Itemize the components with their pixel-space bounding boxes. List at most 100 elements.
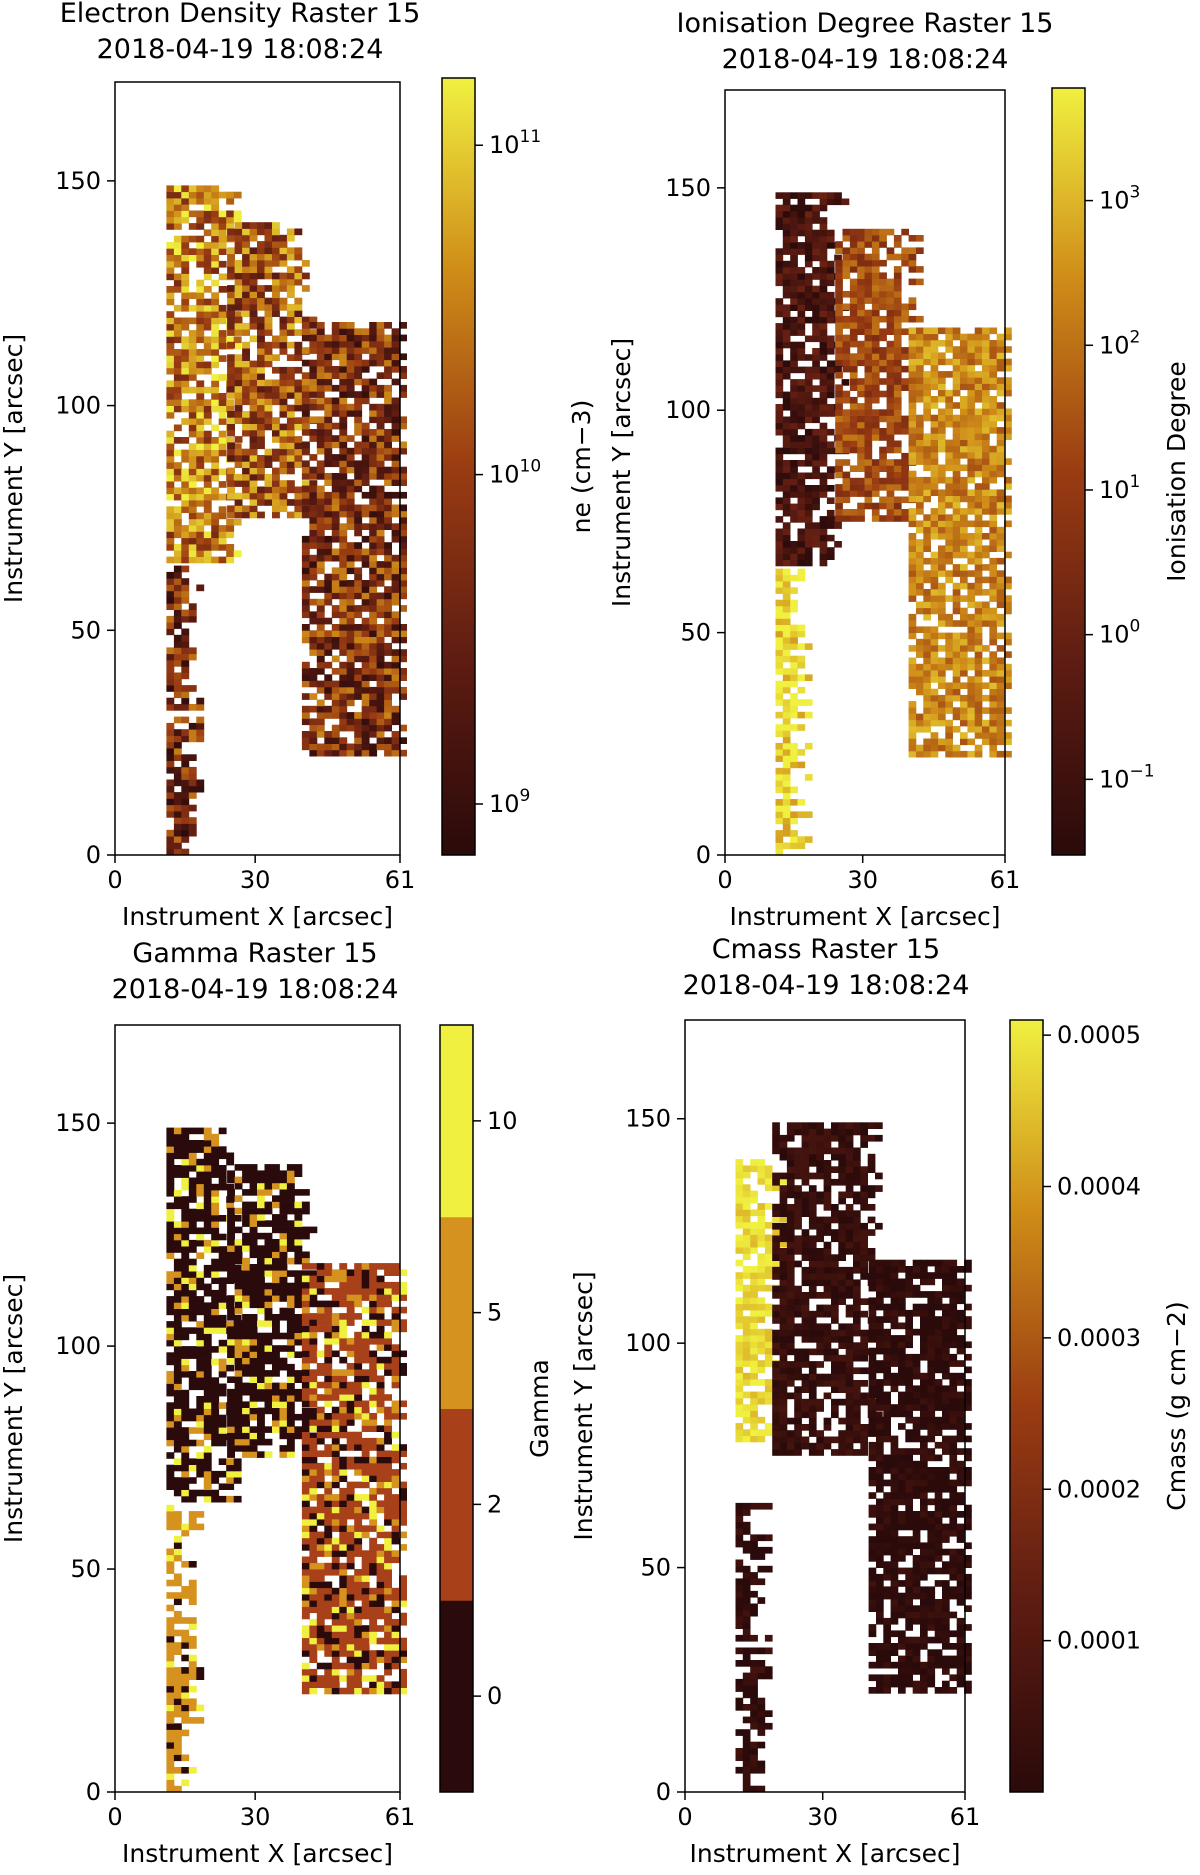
heatmap-cell [369,1394,378,1401]
heatmap-cell [339,668,348,675]
heatmap-cell [354,542,363,549]
heatmap-cell [835,309,843,317]
heatmap-cell [775,410,784,417]
heatmap-cell [234,1395,243,1402]
heatmap-cell [923,638,931,646]
heatmap-cell [249,1214,258,1221]
heatmap-cell [775,568,784,576]
heatmap-cell [996,439,1005,447]
heatmap-cell [324,1612,333,1620]
heatmap-cell [960,340,968,347]
heatmap-cell [797,316,806,324]
heatmap-cell [211,1140,220,1147]
heatmap-cell [309,1619,318,1626]
heatmap-cell [804,836,813,843]
heatmap-cell [782,618,791,625]
heatmap-cell [960,427,968,434]
heatmap-cell [930,707,939,714]
heatmap-cell [967,476,976,484]
heatmap-cell [996,364,1005,372]
heatmap-cell [812,310,820,318]
heatmap-cell [376,372,385,379]
heatmap-cell [384,561,392,568]
heatmap-cell [945,663,953,671]
heatmap-cell [871,396,880,404]
heatmap-cell [249,1270,258,1277]
heatmap-cell [871,390,880,398]
heatmap-cell [812,285,820,293]
heatmap-cell [234,278,243,286]
heatmap-cell [989,638,998,646]
heatmap-cell [211,1421,220,1428]
heatmap-cell [331,1394,340,1401]
heatmap-cell [272,1170,280,1177]
heatmap-cell [361,1612,370,1620]
heatmap-cell [930,433,939,440]
heatmap-cell [301,1587,310,1595]
heatmap-cell [804,441,813,448]
heatmap-cell [331,636,340,644]
heatmap-cell [173,578,182,585]
heatmap-cell [173,704,182,711]
heatmap-cell [173,741,182,749]
heatmap-cell [842,340,851,348]
heatmap-cell [842,509,851,516]
heatmap-cell [982,427,990,434]
heatmap-cell [173,254,182,262]
heatmap-cell [234,1251,243,1259]
heatmap-cell [279,1245,288,1252]
heatmap-cell [196,1177,205,1185]
heatmap-cell [989,564,998,571]
heatmap-cell [279,1382,288,1390]
heatmap-cell [166,537,175,545]
heatmap-cell [279,304,288,311]
heatmap-cell [286,1326,295,1333]
heatmap-cell [384,1462,392,1470]
heatmap-cell [203,455,212,463]
heatmap-cell [982,340,990,347]
heatmap-cell [819,217,828,224]
heatmap-cell [316,1431,325,1439]
heatmap-cell [166,1283,175,1291]
heatmap-cell [173,678,182,686]
heatmap-cell [369,1419,378,1426]
heatmap-cell [849,409,858,416]
heatmap-cell [346,598,355,606]
heatmap-cell [361,1356,370,1364]
heatmap-cell [354,347,363,354]
heatmap-cell [339,1344,348,1351]
heatmap-cell [908,520,917,528]
heatmap-cell [316,661,325,669]
heatmap-cell [391,1512,400,1520]
heatmap-cell [272,222,280,229]
heatmap-cell [797,724,806,731]
heatmap-cell [249,222,258,229]
heatmap-cell [376,1450,385,1457]
heatmap-cell [272,1332,280,1340]
heatmap-cell [301,1270,310,1277]
heatmap-cell [181,1414,190,1422]
heatmap-cell [923,576,931,584]
heatmap-cell [790,385,798,392]
heatmap-cell [391,1406,400,1414]
heatmap-cell [166,615,175,623]
heatmap-cell [309,529,318,537]
heatmap-cell [279,461,288,468]
heatmap-cell [173,405,182,413]
heatmap-cell [211,531,220,539]
heatmap-cell [376,636,385,644]
heatmap-cell [354,378,363,386]
heatmap-cell [324,1413,333,1420]
heatmap-cell [211,393,220,400]
heatmap-cell [376,416,385,424]
heatmap-cell [923,701,931,708]
heatmap-cell [264,499,273,506]
heatmap-cell [242,1345,250,1352]
heatmap-cell [227,1251,235,1259]
heatmap-cell [301,1537,310,1545]
heatmap-cell [952,452,961,459]
heatmap-cell [346,504,355,512]
heatmap-cell [399,1506,407,1514]
heatmap-cell [797,528,806,536]
heatmap-cell [264,1239,273,1246]
